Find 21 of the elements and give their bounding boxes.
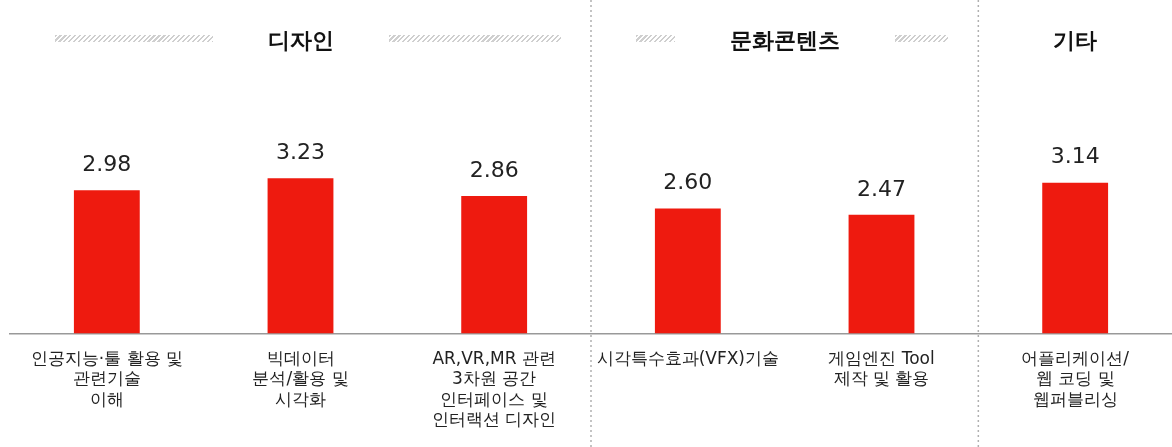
- bar: [654, 208, 721, 334]
- x-tick-label: 인공지능·툴 활용 및 관련기술 이해: [30, 348, 183, 409]
- data-label: 2.86: [469, 156, 519, 182]
- x-tick-label: 시각특수효과(VFX)기술: [596, 348, 779, 369]
- data-label: 2.60: [663, 169, 713, 195]
- data-label: 2.98: [82, 151, 132, 177]
- data-label: 2.47: [857, 175, 906, 201]
- text: 문화콘텐츠: [729, 27, 840, 53]
- text: 기타: [1053, 27, 1098, 53]
- x-tick-label: 어플리케이션/ 웹 코딩 및 웹퍼블리싱: [1021, 348, 1130, 409]
- bar: [267, 178, 334, 334]
- bar: [73, 190, 140, 334]
- x-tick-label: 게임엔진 Tool 제작 및 활용: [828, 348, 935, 389]
- data-label: 3.23: [276, 139, 325, 165]
- text: 디자인: [267, 27, 334, 53]
- x-tick-label: 빅데이터 분석/활용 및 시각화: [252, 348, 349, 409]
- data-label: 3.14: [1050, 143, 1100, 169]
- bar: [1042, 182, 1109, 334]
- x-tick-label: AR,VR,MR 관련 3차원 공간 인터페이스 및 인터랙션 디자인: [431, 348, 557, 430]
- bar: [461, 196, 528, 334]
- bar: [848, 214, 915, 334]
